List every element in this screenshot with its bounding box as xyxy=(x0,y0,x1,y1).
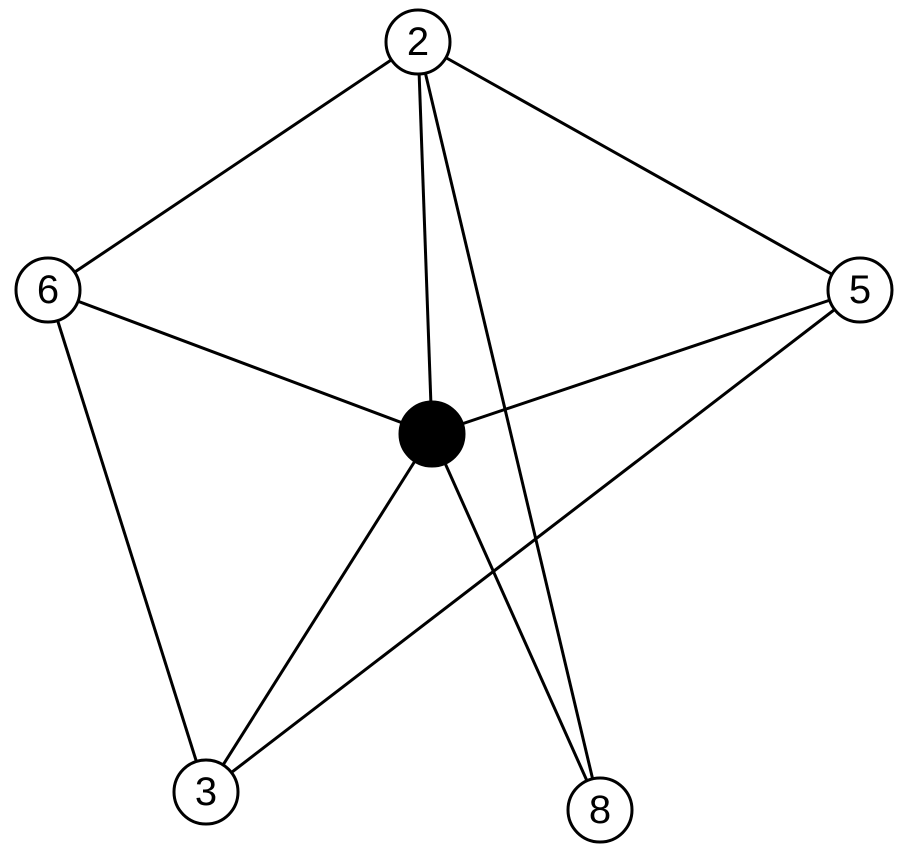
edge-n2-n6 xyxy=(48,42,418,290)
edge-nc-n3 xyxy=(206,434,432,792)
nodes-group: 2 5 6 3 8 xyxy=(16,10,892,842)
edge-n2-nc xyxy=(418,42,432,434)
node-label-n8: 8 xyxy=(589,788,611,832)
node-label-n5: 5 xyxy=(849,268,871,312)
edge-n6-nc xyxy=(48,290,432,434)
node-label-n6: 6 xyxy=(37,268,59,312)
node-label-n2: 2 xyxy=(407,20,429,64)
edge-n6-n3 xyxy=(48,290,206,792)
edge-n5-n3 xyxy=(206,290,860,792)
node-nc xyxy=(400,402,464,466)
edge-n5-nc xyxy=(432,290,860,434)
edge-nc-n8 xyxy=(432,434,600,810)
node-label-n3: 3 xyxy=(195,770,217,814)
edge-n2-n5 xyxy=(418,42,860,290)
graph-diagram: 2 5 6 3 8 xyxy=(0,0,908,855)
